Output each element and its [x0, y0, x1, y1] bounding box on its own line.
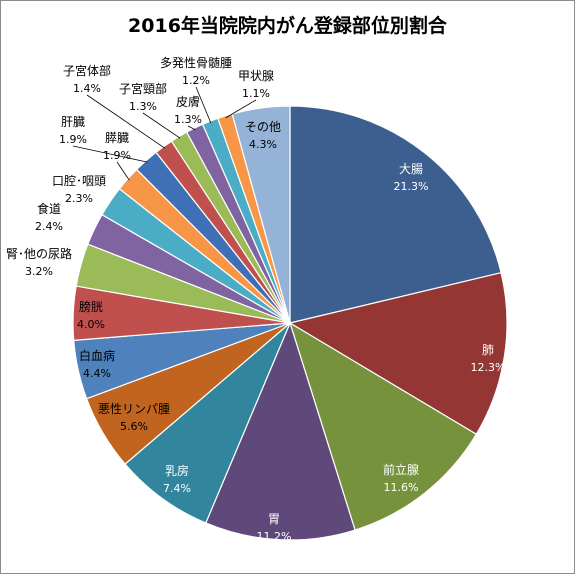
slice-percent-label: 12.3% [471, 361, 506, 374]
slice-percent-label: 1.3% [129, 100, 157, 113]
pie-slice-3 [288, 321, 478, 531]
slice-label: 子宮頸部 1.3% [119, 81, 167, 113]
slice-percent-label: 5.6% [120, 420, 148, 433]
slice-label: その他 4.3% [245, 120, 281, 151]
slice-percent-label: 1.4% [73, 82, 101, 95]
slice-percent-label: 2.3% [65, 192, 93, 205]
slice-name-label: 膀胱 [79, 299, 103, 314]
slice-percent-label: 1.9% [103, 149, 131, 162]
slice-percent-label: 21.3% [394, 180, 429, 193]
leader-line [195, 86, 212, 124]
slice-percent-label: 11.2% [257, 530, 292, 543]
slice-label: 皮膚 1.3% [174, 94, 202, 126]
slice-name-label: 肝臓 [61, 115, 85, 129]
slice-label: 口腔･咽頭 2.3% [52, 173, 106, 205]
slice-percent-label: 2.4% [35, 220, 63, 233]
slice-name-label: 白血病 [79, 348, 115, 363]
pie-slice-4 [204, 321, 356, 541]
slice-label: 胃 11.2% [257, 512, 292, 543]
slice-label: 子宮体部 1.4% [63, 63, 111, 95]
slice-percent-label: 7.4% [163, 482, 191, 495]
slice-label: 悪性リンパ腫 5.6% [98, 402, 170, 433]
slice-name-label: 口腔･咽頭 [52, 173, 106, 188]
slice-label: 甲状腺 1.1% [238, 69, 274, 100]
pie-slice-1 [289, 105, 502, 324]
slice-label: 食道 2.4% [35, 201, 63, 233]
slice-name-label: 膵臓 [105, 131, 129, 145]
slice-name-label: 子宮体部 [63, 63, 111, 78]
slice-name-label: 前立腺 [383, 462, 419, 477]
slice-name-label: その他 [245, 120, 281, 134]
slice-name-label: 皮膚 [176, 94, 200, 109]
slice-label: 前立腺 11.6% [383, 462, 419, 494]
leader-line [187, 125, 196, 131]
slice-label: 腎･他の尿路 3.2% [6, 246, 72, 278]
slice-label: 膵臓 1.9% [103, 131, 131, 162]
chart-title: 2016年当院院内がん登録部位別割合 [128, 15, 447, 37]
slice-label: 乳房 7.4% [163, 463, 191, 495]
slice-name-label: 子宮頸部 [119, 81, 167, 96]
slice-name-label: 大腸 [399, 162, 423, 176]
slice-name-label: 甲状腺 [238, 69, 274, 83]
slice-name-label: 多発性骨髄腫 [160, 55, 232, 70]
slice-percent-label: 4.4% [83, 367, 111, 380]
leader-line [142, 112, 181, 139]
slice-name-label: 悪性リンパ腫 [98, 402, 170, 416]
leader-line [86, 94, 166, 149]
slice-name-label: 胃 [268, 512, 280, 526]
leader-line [116, 161, 130, 181]
slice-labels: 大腸 21.3% 肺 12.3% 前立腺 11.6% 胃 11.2% 乳房 7.4% 悪性リンパ腫 5… [6, 55, 505, 543]
slice-label: 膀胱 4.0% [77, 299, 105, 331]
slice-percent-label: 1.3% [174, 113, 202, 126]
pie-slice-5 [124, 322, 291, 524]
slice-percent-label: 1.9% [59, 133, 87, 146]
pie-slices [72, 105, 508, 541]
slice-percent-label: 1.1% [242, 87, 270, 100]
slice-label: 肺 12.3% [471, 343, 506, 374]
slice-percent-label: 1.2% [182, 74, 210, 87]
leader-line [225, 99, 257, 119]
slice-percent-label: 11.6% [384, 481, 419, 494]
pie-slice-2 [288, 271, 508, 436]
slice-label: 多発性骨髄腫 1.2% [160, 55, 232, 87]
slice-percent-label: 4.3% [249, 138, 277, 151]
slice-name-label: 食道 [37, 201, 61, 216]
leader-line [72, 145, 148, 163]
slice-label: 肝臓 1.9% [59, 115, 87, 146]
slice-label: 大腸 21.3% [394, 162, 429, 193]
slice-label: 白血病 4.4% [79, 348, 115, 380]
slice-percent-label: 3.2% [25, 265, 53, 278]
slice-percent-label: 4.0% [77, 318, 105, 331]
slice-name-label: 肺 [482, 343, 494, 357]
slice-name-label: 腎･他の尿路 [6, 246, 72, 261]
slice-name-label: 乳房 [165, 463, 189, 478]
leader-lines [72, 86, 257, 181]
